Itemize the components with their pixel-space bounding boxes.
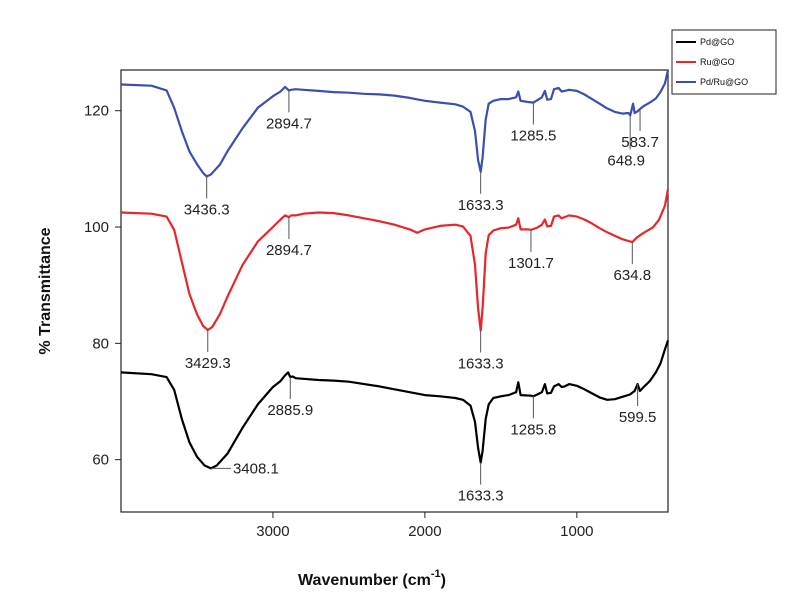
peak-label: 1633.3	[458, 488, 504, 505]
peak-label: 2894.7	[266, 115, 312, 132]
x-axis-title-main: Wavenumber (cm	[298, 572, 431, 589]
x-axis-title: Wavenumber (cm-1)	[298, 568, 446, 589]
y-tick-label: 120	[84, 103, 109, 120]
peak-label: 3408.1	[233, 460, 279, 477]
y-tick-label: 100	[84, 219, 109, 236]
plot-frame	[120, 69, 669, 513]
peak-label: 2894.7	[266, 242, 312, 259]
peak-label: 2885.9	[267, 402, 313, 419]
peak-label: 1285.5	[510, 128, 556, 145]
x-tick-label: 2000	[408, 523, 441, 540]
peak-label: 583.7	[621, 134, 659, 151]
legend: Pd@GO Ru@GO Pd/Ru@GO	[671, 29, 777, 95]
y-tick-label: 80	[92, 335, 109, 352]
x-tick-label: 1000	[560, 523, 593, 540]
y-axis-title: % Transmittance	[37, 227, 54, 354]
legend-label-pd-go: Pd@GO	[700, 37, 734, 47]
series-line-ru-go	[120, 189, 670, 332]
peak-label: 1285.8	[510, 421, 556, 438]
peak-label: 1633.3	[458, 197, 504, 214]
x-axis-title-close: )	[441, 572, 446, 589]
x-axis-title-sup: -1	[431, 568, 441, 580]
peak-label: 1301.7	[508, 255, 554, 272]
peak-label: 3429.3	[185, 355, 231, 372]
series-line-pd-go	[120, 340, 670, 470]
y-tick-label: 60	[92, 452, 109, 469]
peak-label: 599.5	[619, 409, 657, 426]
peak-label: 634.8	[614, 267, 652, 284]
annotation-layer: 3408.1 2885.9 1633.3 1285.8 599.5 3429.3 2894.…	[184, 90, 659, 505]
peak-label: 3436.3	[184, 201, 230, 218]
legend-label-pd-ru-go: Pd/Ru@GO	[700, 77, 748, 87]
series-layer	[120, 69, 670, 470]
series-line-pd-ru-go	[120, 69, 670, 178]
x-tick-label: 3000	[256, 523, 289, 540]
legend-label-ru-go: Ru@GO	[700, 57, 735, 67]
axis-ticks: 3000 2000 1000 60 80 100 120	[84, 103, 594, 540]
peak-label: 1633.3	[458, 356, 504, 373]
peak-label: 648.9	[607, 152, 645, 169]
